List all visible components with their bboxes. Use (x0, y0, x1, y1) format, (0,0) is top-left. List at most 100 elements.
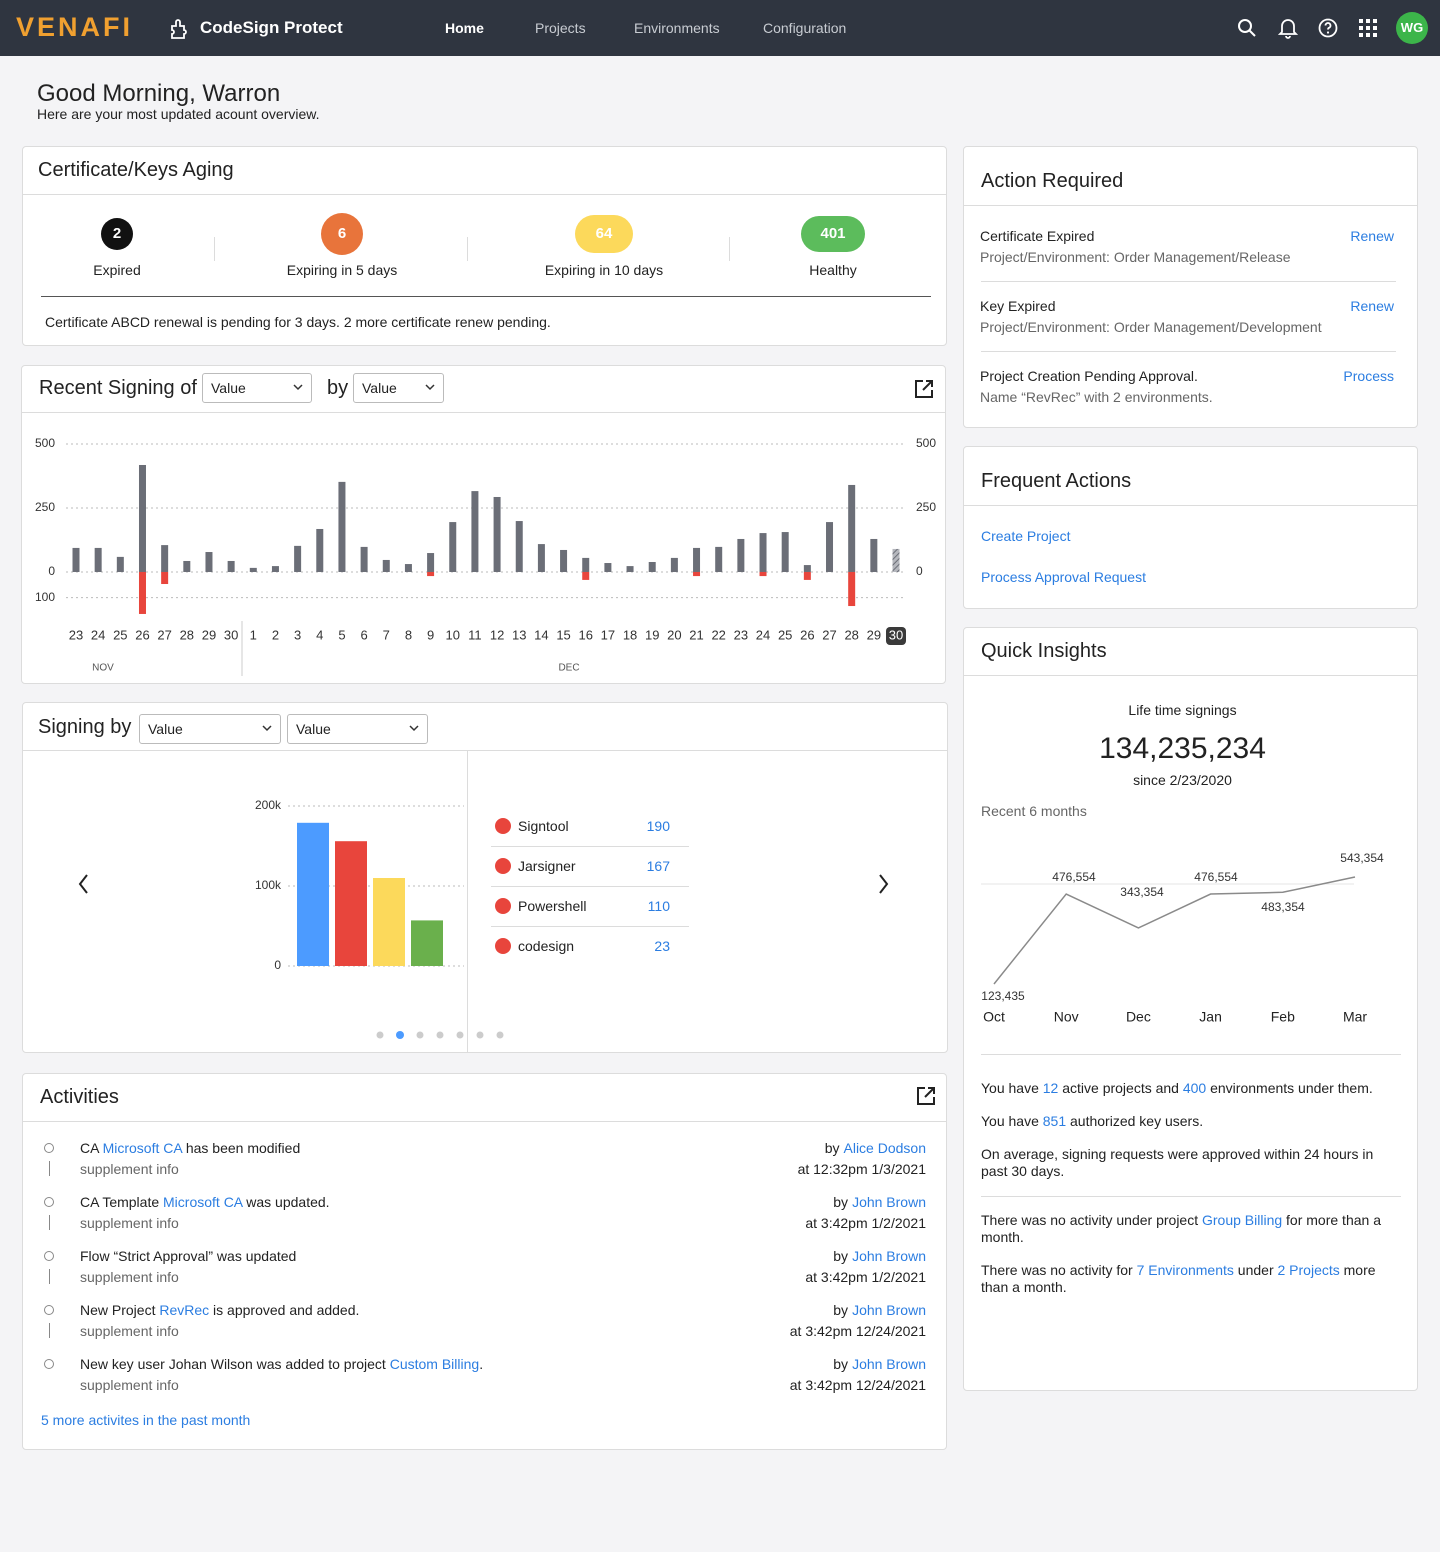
legend-count[interactable]: 23 (654, 938, 670, 954)
search-icon[interactable] (1237, 18, 1257, 38)
activities-card: Activities 5 more activites in the past … (22, 1073, 947, 1450)
legend-count[interactable]: 190 (646, 818, 670, 834)
frequent-link[interactable]: Create Project (981, 528, 1071, 544)
action-title: Certificate Expired (980, 228, 1095, 244)
select[interactable]: Value (353, 373, 444, 403)
signing-by-card: Signing by Value Value 0 100k 200k Signtoo… (22, 702, 948, 1053)
avatar[interactable]: WG (1396, 12, 1428, 44)
link[interactable]: 12 (1042, 1080, 1059, 1096)
help-icon[interactable] (1318, 18, 1338, 38)
value-label: 543,354 (1340, 851, 1384, 865)
action-link[interactable]: Renew (1350, 298, 1394, 314)
nav-link[interactable]: Projects (535, 20, 586, 36)
stat-label: Healthy (809, 262, 857, 278)
by-label: by (327, 377, 349, 399)
text: for more than a month. (981, 1212, 1381, 1245)
x-tick-label: 24 (756, 627, 770, 642)
bar (227, 560, 235, 572)
bar (803, 565, 811, 572)
select[interactable]: Value (287, 714, 428, 744)
link[interactable]: RevRec (159, 1302, 210, 1318)
activity-time: at 3:42pm 1/2/2021 (805, 1269, 926, 1285)
insight-notice: There was no activity for 7 Environments… (981, 1262, 1391, 1296)
text: On average, signing requests were approv… (981, 1146, 1374, 1179)
text: is approved and added. (209, 1302, 360, 1318)
text: CA Template (80, 1194, 164, 1210)
bar (493, 496, 501, 572)
timeline-dot (44, 1359, 54, 1369)
timeline-line (49, 1161, 50, 1176)
activity-user[interactable]: John Brown (852, 1194, 926, 1210)
activity-user[interactable]: John Brown (852, 1302, 926, 1318)
nav-link[interactable]: Environments (634, 20, 720, 36)
text: authorized key users. (1066, 1113, 1204, 1129)
x-tick-label: 5 (338, 627, 345, 642)
activity-user[interactable]: Alice Dodson (843, 1140, 927, 1156)
bell-icon[interactable] (1278, 17, 1298, 39)
link[interactable]: 851 (1042, 1113, 1067, 1129)
link[interactable]: Microsoft CA (102, 1140, 182, 1156)
frequent-actions-card: Frequent Actions Create Project Process A… (963, 446, 1418, 609)
apps-icon[interactable] (1359, 19, 1377, 37)
stat-badge: 6 (321, 213, 363, 255)
frequent-link[interactable]: Process Approval Request (981, 569, 1146, 585)
x-tick-label: 25 (778, 627, 792, 642)
export-icon[interactable] (914, 379, 934, 399)
prev-arrow[interactable] (78, 874, 88, 894)
card-title: Action Required (981, 170, 1124, 192)
legend-dot (495, 938, 511, 954)
card-title: Certificate/Keys Aging (38, 159, 234, 181)
divider (467, 751, 468, 1052)
activity-info: supplement info (80, 1323, 179, 1339)
timeline-dot (44, 1251, 54, 1261)
action-detail: Project/Environment: Order Management/Re… (980, 249, 1291, 265)
divider (23, 194, 946, 195)
link[interactable]: Group Billing (1202, 1212, 1283, 1228)
timeline-line (49, 1323, 50, 1338)
bar (626, 566, 634, 572)
nav-link[interactable]: Home (445, 20, 484, 36)
action-required-card: Action Required Certificate Expired Proje… (963, 146, 1418, 428)
bar (737, 538, 745, 572)
link[interactable]: 7 Environments (1136, 1262, 1234, 1278)
action-link[interactable]: Process (1343, 368, 1394, 384)
card-title: Recent Signing of (39, 377, 197, 399)
aging-card: Certificate/Keys Aging Certificate ABCD … (22, 146, 947, 346)
legend-divider (491, 886, 689, 887)
export-icon[interactable] (916, 1086, 936, 1106)
bar (404, 564, 412, 572)
action-link[interactable]: Renew (1350, 228, 1394, 244)
action-detail: Name “RevRec” with 2 environments. (980, 389, 1213, 405)
activity-time: at 3:42pm 12/24/2021 (789, 1323, 926, 1339)
x-tick-label: 18 (623, 627, 637, 642)
select[interactable]: Value (202, 373, 312, 403)
text: There was no activity under project (981, 1212, 1202, 1228)
signing-by-chart: 0 100k 200k (78, 798, 889, 1039)
legend-name: Signtool (518, 818, 569, 834)
divider (23, 750, 947, 751)
x-tick-label: Oct (983, 1009, 1005, 1025)
link[interactable]: Custom Billing (389, 1356, 480, 1372)
text: There was no activity for (981, 1262, 1137, 1278)
next-arrow[interactable] (879, 874, 889, 894)
bar (471, 491, 479, 572)
action-title: Key Expired (980, 298, 1056, 314)
activity-info: supplement info (80, 1161, 179, 1177)
nav-link[interactable]: Configuration (763, 20, 847, 36)
activity-user[interactable]: John Brown (852, 1248, 926, 1264)
x-tick-label: 26 (800, 627, 814, 642)
timeline-line (49, 1269, 50, 1284)
activity-user[interactable]: John Brown (852, 1356, 926, 1372)
divider (23, 1121, 946, 1122)
link[interactable]: 400 (1182, 1080, 1207, 1096)
more-activities[interactable]: 5 more activites in the past month (41, 1412, 251, 1428)
x-tick-label: 30 (889, 627, 903, 642)
link[interactable]: Microsoft CA (163, 1194, 243, 1210)
legend-count[interactable]: 167 (646, 858, 670, 874)
link[interactable]: 2 Projects (1277, 1262, 1340, 1278)
select[interactable]: Value (139, 714, 281, 744)
legend-count[interactable]: 110 (647, 898, 670, 914)
text: You have (981, 1080, 1043, 1096)
legend-divider (491, 846, 689, 847)
